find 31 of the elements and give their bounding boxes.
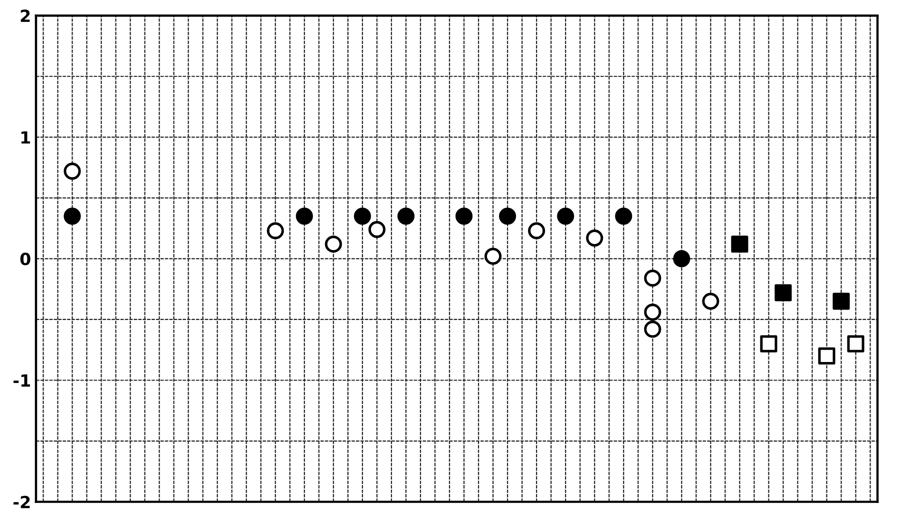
point [615, 208, 632, 225]
point [644, 320, 662, 338]
point [702, 292, 720, 310]
point [673, 250, 690, 268]
point [64, 162, 81, 180]
y-tick-label: 2 [20, 10, 30, 22]
point [557, 208, 574, 225]
point [847, 335, 864, 352]
point [296, 208, 313, 225]
point [455, 208, 473, 225]
point [397, 208, 415, 225]
point [64, 208, 81, 225]
y-tick-label: -2 [14, 496, 30, 508]
point [498, 208, 516, 225]
point [644, 270, 662, 287]
point [484, 248, 502, 265]
point [644, 304, 662, 321]
point [731, 236, 748, 253]
y-tick-label: 0 [20, 252, 30, 266]
point [528, 222, 546, 240]
point [324, 236, 342, 253]
y-tick-label: -1 [14, 374, 30, 387]
y-tick-label: 1 [21, 131, 30, 144]
point [368, 220, 386, 238]
point [774, 284, 792, 302]
point [832, 292, 850, 310]
point [818, 347, 836, 364]
point [586, 230, 604, 247]
point [354, 208, 371, 225]
point [266, 222, 284, 240]
point [760, 335, 778, 352]
